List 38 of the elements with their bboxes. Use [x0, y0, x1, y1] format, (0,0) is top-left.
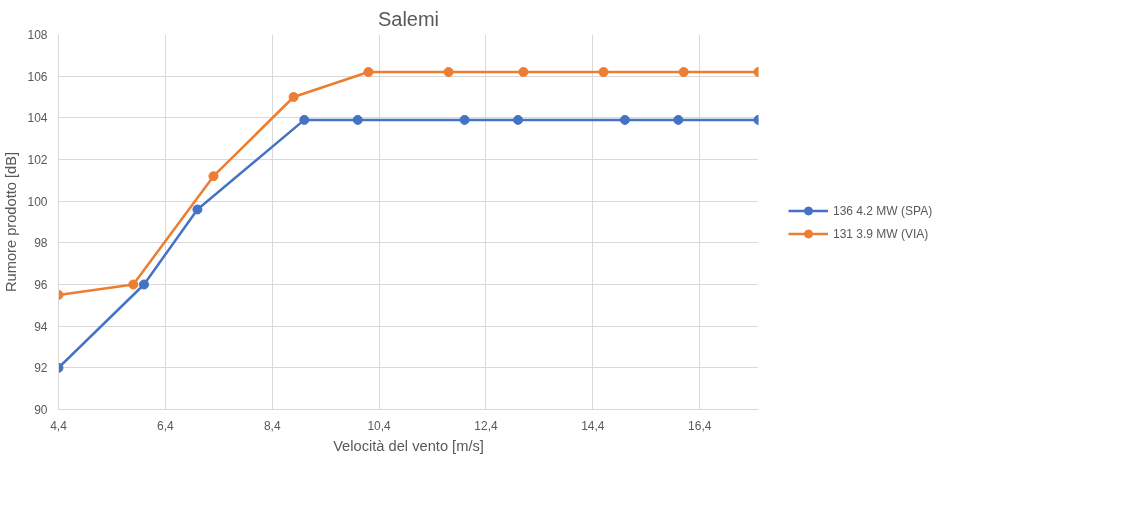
y-tick-label: 104: [27, 111, 48, 126]
x-tick-label: 16,4: [688, 418, 712, 433]
legend-label: 136 4.2 MW (SPA): [833, 203, 933, 217]
x-tick-label: 4,4: [50, 418, 68, 433]
point: [598, 67, 609, 77]
x-tick-label: 6,4: [157, 418, 175, 433]
y-axis-title: Rumore prodotto [dB]: [3, 151, 20, 293]
y-tick-label: 108: [27, 28, 48, 42]
x-tick-label: 8,4: [263, 418, 281, 433]
point: [459, 114, 470, 125]
x-tick-label: 12,4: [474, 418, 498, 433]
point: [678, 67, 689, 77]
x-tick-label: 10,4: [367, 418, 392, 433]
point: [363, 67, 374, 77]
point: [518, 67, 529, 77]
y-tick-label: 96: [34, 278, 48, 292]
point: [128, 279, 139, 290]
point: [352, 114, 363, 125]
point: [673, 114, 684, 125]
x-axis-title: Velocità del vento [m/s]: [333, 437, 484, 454]
legend-label: 131 3.9 MW (VIA): [833, 226, 929, 240]
chart-title: Salemi: [377, 7, 440, 30]
y-tick-label: 100: [27, 194, 48, 209]
point: [288, 92, 299, 102]
y-tick-label: 106: [27, 69, 48, 84]
point: [443, 67, 454, 77]
point: [139, 279, 149, 290]
y-tick-label: 94: [34, 319, 48, 334]
point: [513, 114, 524, 125]
y-tick-label: 98: [34, 236, 48, 251]
point: [299, 114, 310, 125]
y-tick-label: 92: [34, 361, 48, 376]
x-tick-label: 14,4: [581, 418, 605, 433]
point: [192, 204, 203, 215]
y-tick-label: 102: [27, 153, 48, 167]
point: [208, 171, 219, 182]
y-tick-label: 90: [34, 403, 48, 417]
point: [619, 114, 630, 125]
